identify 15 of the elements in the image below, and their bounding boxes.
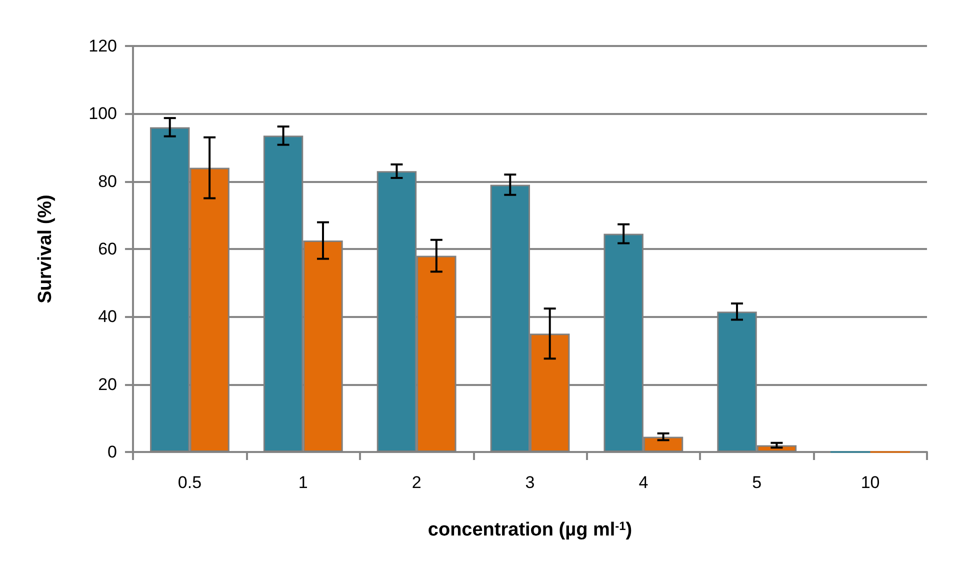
- y-tick-label: 0: [108, 442, 117, 462]
- y-tick-label: 60: [98, 240, 117, 258]
- y-tick-label: 120: [88, 36, 117, 56]
- y-axis-title: Survival (%): [35, 194, 56, 304]
- x-tick-label: 4: [638, 473, 648, 492]
- x-tick-label: 3: [525, 473, 535, 492]
- y-tick-label: 20: [98, 374, 117, 394]
- x-tick-label: 2: [412, 473, 422, 492]
- x-tick-label: 5: [752, 473, 762, 492]
- y-tick-label: 80: [98, 172, 117, 191]
- x-tick-label: 0.5: [178, 473, 202, 492]
- y-tick-label: 100: [88, 104, 117, 124]
- x-tick-label: 10: [860, 473, 880, 492]
- y-tick-label: 40: [98, 307, 117, 326]
- x-tick-label: 1: [298, 473, 308, 492]
